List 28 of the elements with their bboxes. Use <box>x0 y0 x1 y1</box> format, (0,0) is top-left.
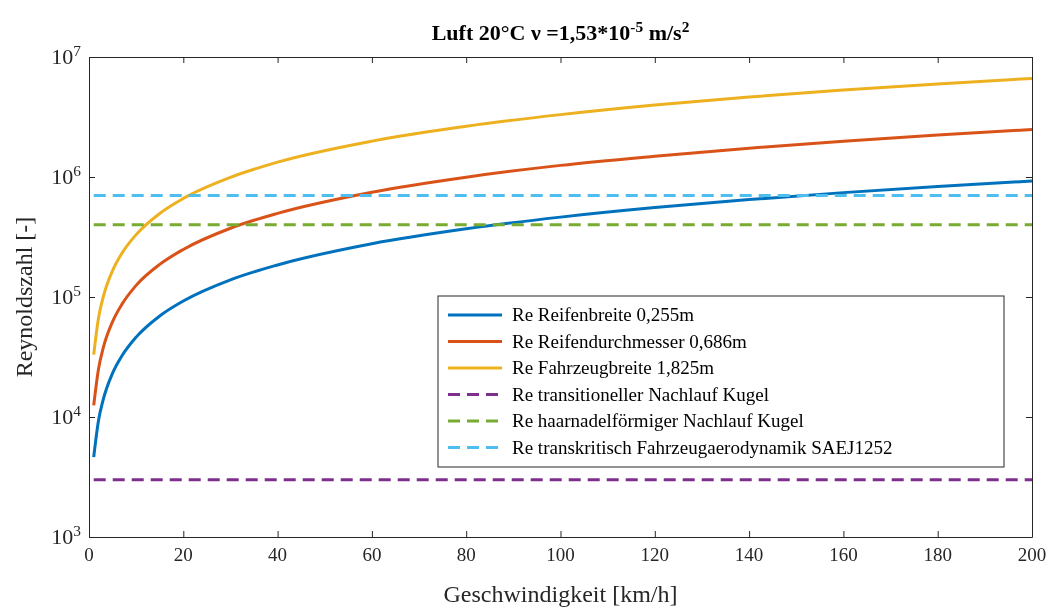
x-tick-label: 200 <box>1017 544 1047 565</box>
line-series <box>92 127 1034 407</box>
x-tick-label: 80 <box>456 544 476 565</box>
y-tick-label: 10$^{4}$ <box>51 401 82 429</box>
line-series <box>92 76 1034 357</box>
x-tick-label: 160 <box>829 544 858 565</box>
x-axis-title: Geschwindigkeit [km/h] <box>443 581 678 607</box>
y-tick-label: 10$^{6}$ <box>51 161 82 189</box>
y-tick-label: 10$^{5}$ <box>51 281 82 309</box>
y-tick-label: 10$^{7}$ <box>51 41 82 69</box>
legend-label: Re Reifendurchmesser 0,686m <box>512 330 748 352</box>
y-tick-label: 10$^{3}$ <box>51 521 82 549</box>
y-axis-title: Reynoldszahl [-] <box>11 216 37 378</box>
x-tick-label: 0 <box>84 544 94 565</box>
legend-label: Re haarnadelförmiger Nachlauf Kugel <box>512 410 804 431</box>
legend-label: Re Reifenbreite 0,255m <box>512 304 695 325</box>
x-tick-label: 40 <box>268 544 288 565</box>
legend-label: Re Fahrzeugbreite 1,825m <box>512 357 715 378</box>
legend-label: Re transitioneller Nachlauf Kugel <box>512 383 769 405</box>
x-tick-label: 180 <box>923 544 952 565</box>
x-tick-label: 100 <box>546 544 575 565</box>
x-tick-label: 60 <box>362 544 382 565</box>
x-tick-label: 120 <box>640 544 670 565</box>
x-tick-label: 20 <box>173 544 193 565</box>
chart-title: Luft 20°C ν =1,53*10$^{-5}$ m/s$^{2}$ <box>431 17 690 45</box>
line-series <box>92 179 1034 459</box>
legend-label: Re transkritisch Fahrzeugaerodynamik SAEJ1252 <box>512 436 893 458</box>
x-tick-label: 140 <box>734 544 764 565</box>
